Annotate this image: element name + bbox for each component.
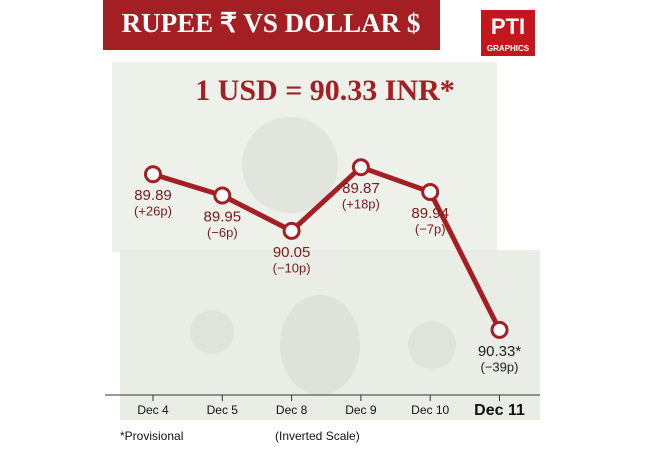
background-banknotes [112,62,540,420]
point [282,221,301,240]
point [421,182,440,201]
note-portrait [242,117,338,213]
headline: 1 USD = 90.33 INR* [195,74,455,107]
value-label: 90.33* [478,343,522,360]
note-seal [190,310,234,354]
change-label: (+18p) [342,197,380,212]
point [490,320,509,339]
value-label: 89.95 [204,208,242,225]
title-banner [103,0,440,50]
note-seal [408,321,456,369]
value-label: 89.87 [342,180,380,197]
footnote: *Provisional [120,429,183,443]
change-label: (−39p) [481,359,519,374]
x-tick-label: Dec 5 [207,403,239,417]
scale-note: (Inverted Scale) [275,429,360,443]
value-label: 89.94 [411,205,449,222]
change-label: (−10p) [273,260,311,275]
x-tick-label: Dec 11 [474,402,525,419]
x-tick-label: Dec 9 [345,403,377,417]
x-tick-label: Dec 8 [276,403,308,417]
change-label: (−7p) [415,221,446,236]
value-label: 90.05 [273,244,311,261]
logo-subtitle: GRAPHICS [487,44,530,53]
point [351,158,370,177]
x-tick-label: Dec 10 [411,403,449,417]
change-label: (+26p) [134,204,172,219]
change-label: (−6p) [207,225,238,240]
note-portrait [280,295,360,395]
point [213,186,232,205]
logo: PTI [491,14,525,39]
line [152,164,502,332]
value-label: 89.89 [134,187,172,204]
x-tick-label: Dec 4 [137,403,169,417]
point [144,165,162,184]
logo-box [481,10,535,56]
chart-title: RUPEE ₹ VS DOLLAR $ [122,8,421,38]
